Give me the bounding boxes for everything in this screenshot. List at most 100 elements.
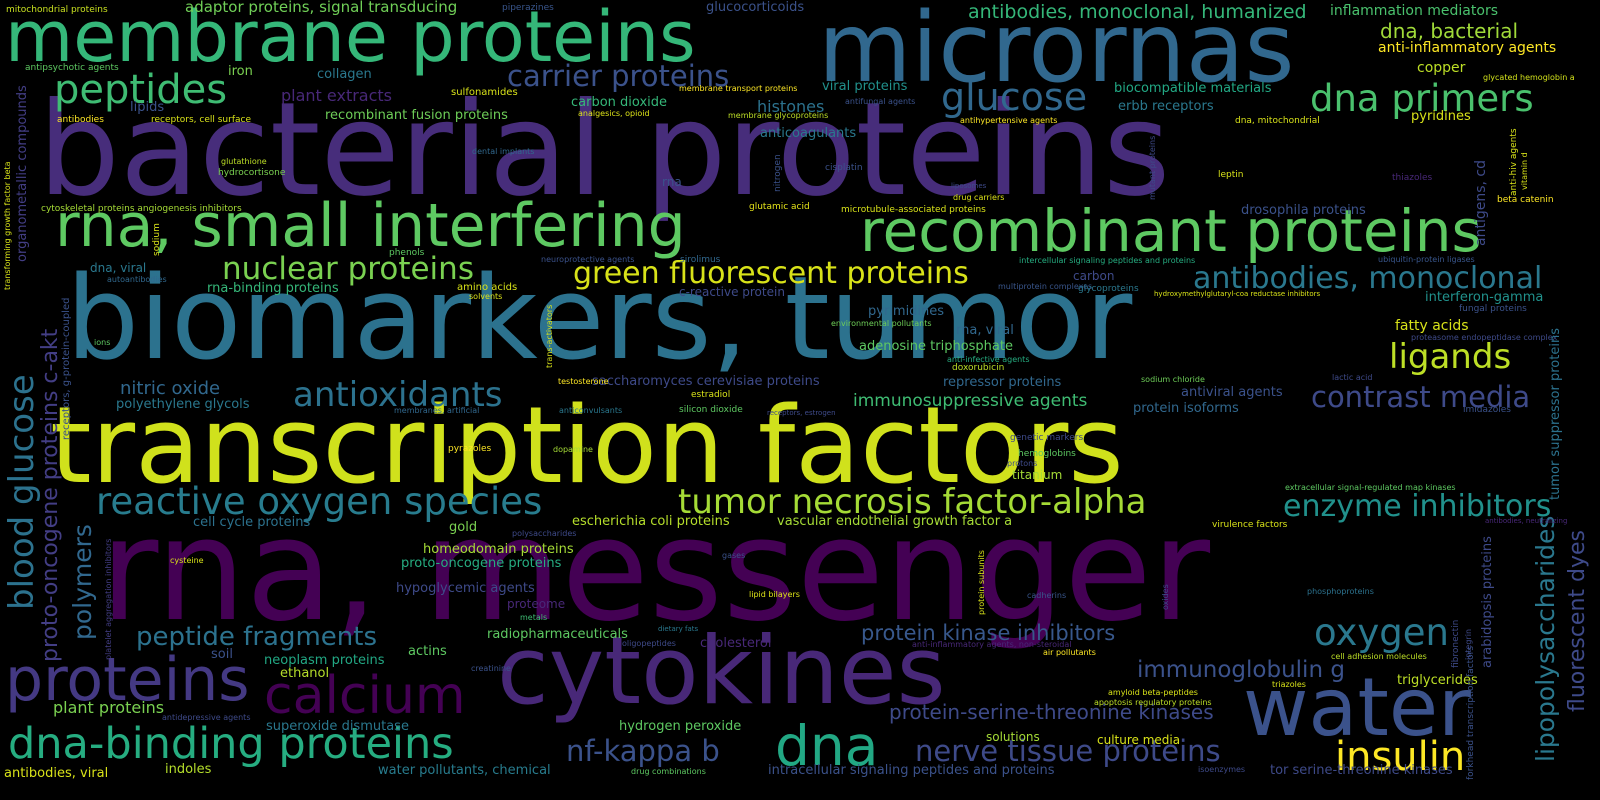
word-dna-mitochondrial: dna, mitochondrial <box>1235 116 1320 126</box>
word-proteasome-endopeptidase-complex: proteasome endopeptidase complex <box>1411 333 1558 342</box>
word-hmg-coa-reductase-inhibitors: hydroxymethylglutaryl-coa reductase inhi… <box>1154 290 1321 298</box>
word-integrin: integrin <box>1464 628 1473 660</box>
word-viral-proteins: viral proteins <box>822 79 908 94</box>
word-lipopolysaccharides: lipopolysaccharides <box>1531 515 1560 762</box>
word-sirolimus: sirolimus <box>680 255 721 265</box>
word-proteome: proteome <box>507 597 566 611</box>
word-erbb-receptors: erbb receptors <box>1118 99 1214 114</box>
word-polymers: polymers <box>68 524 97 640</box>
word-anti-infective-agents: anti-infective agents <box>947 355 1030 364</box>
word-contrast-media: contrast media <box>1311 380 1531 414</box>
word-protein-isoforms: protein isoforms <box>1133 401 1239 416</box>
word-intercellular-signaling: intercellular signaling peptides and pro… <box>1019 256 1196 265</box>
word-cell-cycle-proteins: cell cycle proteins <box>193 515 311 530</box>
word-genetic-markers: genetic markers <box>1010 433 1084 443</box>
word-c-reactive-protein: c-reactive protein <box>679 285 785 299</box>
word-antibodies-neutralizing: antibodies, neutralizing <box>1485 517 1568 525</box>
word-proto-oncogene-proteins-c-akt: proto-oncogene proteins c-akt <box>38 328 63 662</box>
word-antiviral-agents: antiviral agents <box>1181 385 1283 400</box>
word-reactive-oxygen-species: reactive oxygen species <box>96 480 543 523</box>
word-water: water <box>1243 661 1471 754</box>
word-polysaccharides: polysaccharides <box>512 529 577 538</box>
word-micrornas: micrornas <box>818 0 1295 104</box>
word-doxorubicin: doxorubicin <box>952 363 1005 373</box>
word-dietary-fats: dietary fats <box>658 625 699 633</box>
word-amyloid-beta-peptides: amyloid beta-peptides <box>1108 688 1198 697</box>
word-estradiol: estradiol <box>691 390 731 400</box>
word-repressor-proteins: repressor proteins <box>943 375 1062 390</box>
word-plant-proteins: plant proteins <box>53 698 165 717</box>
word-histones: histones <box>757 97 825 116</box>
word-receptors-estrogen: receptors, estrogen <box>767 409 836 417</box>
word-ethanol: ethanol <box>280 666 330 681</box>
word-immunoglobulin-g: immunoglobulin g <box>1137 657 1345 683</box>
word-biomarkers-tumor: biomarkers, tumor <box>66 252 1133 386</box>
word-interferon-gamma: interferon-gamma <box>1425 290 1544 305</box>
word-drug-carriers: drug carriers <box>953 193 1005 202</box>
word-biocompatible-materials: biocompatible materials <box>1114 81 1272 96</box>
word-triglycerides: triglycerides <box>1397 673 1478 688</box>
word-cysteine: cysteine <box>170 556 204 565</box>
word-solvents: solvents <box>469 292 503 301</box>
word-adenosine-triphosphate: adenosine triphosphate <box>859 339 1013 354</box>
word-apoptosis-regulatory-proteins: apoptosis regulatory proteins <box>1094 698 1212 707</box>
word-blood-glucose: blood glucose <box>2 374 42 610</box>
word-escherichia-coli-proteins: escherichia coli proteins <box>572 514 730 529</box>
word-tor-serine-threonine-kinases: tor serine-threonine kinases <box>1270 763 1453 778</box>
word-adaptor-proteins: adaptor proteins, signal transducing <box>185 0 458 16</box>
word-oxides: oxides <box>1161 584 1170 610</box>
word-isoenzymes: isoenzymes <box>1198 765 1246 774</box>
word-lipid-bilayers: lipid bilayers <box>749 590 800 599</box>
word-extracellular-signal-regulated-map-kinases: extracellular signal-regulated map kinas… <box>1285 483 1456 492</box>
word-tumor-necrosis-factor-alpha: tumor necrosis factor-alpha <box>678 482 1147 522</box>
word-antidepressive-agents: antidepressive agents <box>162 713 251 722</box>
word-cytoskeletal-proteins: cytoskeletal proteins angiogenesis inhib… <box>41 204 242 214</box>
word-ligands: ligands <box>1389 337 1512 377</box>
word-receptors-g-protein-coupled: receptors, g-protein-coupled <box>61 297 72 440</box>
word-transcription-factors: transcription factors <box>50 384 1124 507</box>
word-triazoles: triazoles <box>1272 680 1306 689</box>
word-superoxide-dismutase: superoxide dismutase <box>266 719 409 734</box>
word-dna-bacterial: dna, bacterial <box>1380 19 1519 43</box>
word-receptors-cell-surface: receptors, cell surface <box>151 115 251 125</box>
word-dna-primers: dna primers <box>1310 77 1534 120</box>
word-peptides: peptides <box>54 67 228 113</box>
word-dental-implants: dental implants <box>472 147 535 156</box>
word-nuclear-proteins: nuclear proteins <box>222 251 474 287</box>
word-cell-adhesion-molecules: cell adhesion molecules <box>1331 652 1427 661</box>
word-lactic-acid: lactic acid <box>1332 373 1373 382</box>
word-radiopharmaceuticals: radiopharmaceuticals <box>487 627 628 642</box>
word-culture-media: culture media <box>1097 733 1181 747</box>
word-organometallic-compounds: organometallic compounds <box>15 85 30 262</box>
word-dopamine: dopamine <box>553 445 593 454</box>
word-gold: gold <box>449 520 478 535</box>
word-mitochondrial-proteins: mitochondrial proteins <box>6 5 108 15</box>
word-rna-messenger: rna, messenger <box>100 488 1211 653</box>
word-plant-extracts: plant extracts <box>281 86 392 105</box>
word-cytokines: cytokines <box>497 617 946 726</box>
word-pyrazoles: pyrazoles <box>448 444 492 454</box>
word-protein-subunits: protein subunits <box>977 550 986 615</box>
word-hemoglobins: hemoglobins <box>1018 449 1076 459</box>
word-rna-viral: rna, viral <box>956 323 1014 338</box>
word-enzyme-inhibitors: enzyme inhibitors <box>1283 489 1552 524</box>
word-anticonvulsants: anticonvulsants <box>559 406 623 415</box>
word-carbon-dioxide: carbon dioxide <box>571 95 668 110</box>
word-metals: metals <box>520 613 548 622</box>
word-soil: soil <box>211 647 233 662</box>
word-multiprotein-complexes: multiprotein complexes <box>998 282 1093 291</box>
word-cholesterol: cholesterol <box>700 636 772 651</box>
word-iron: iron <box>228 64 253 79</box>
word-immunosuppressive-agents: immunosuppressive agents <box>853 391 1088 411</box>
word-nerve-tissue-proteins: nerve tissue proteins <box>915 734 1221 768</box>
word-forkhead-transcription-factors: forkhead transcription factors <box>1466 645 1476 780</box>
word-vascular-endothelial-growth-factor-a: vascular endothelial growth factor a <box>777 514 1013 529</box>
word-ubiquitin-protein-ligases: ubiquitin-protein ligases <box>1378 255 1475 264</box>
word-calcium: calcium <box>264 666 466 726</box>
word-drug-combinations: drug combinations <box>631 767 706 776</box>
word-antibodies: antibodies <box>57 115 104 125</box>
word-dna-binding-proteins: dna-binding proteins <box>8 719 454 769</box>
word-sodium-chloride: sodium chloride <box>1141 375 1205 384</box>
word-antibodies-monoclonal: antibodies, monoclonal <box>1193 261 1543 296</box>
